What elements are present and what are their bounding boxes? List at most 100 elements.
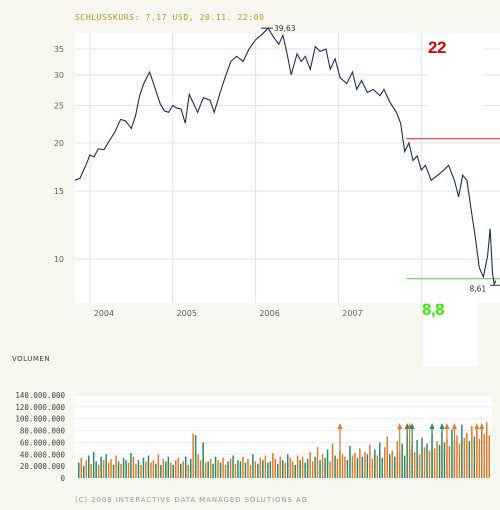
volume-bar (92, 451, 95, 478)
peak-label: 39,63 (274, 24, 296, 33)
volume-bar (242, 456, 244, 478)
volume-bar (301, 456, 304, 478)
volume-bar (483, 434, 485, 478)
volume-bar (145, 461, 147, 478)
volume-bar (135, 463, 137, 478)
volume-bar (88, 455, 90, 478)
volume-bar (170, 462, 172, 478)
volume-bar (282, 460, 284, 478)
volume-bar (361, 456, 364, 478)
volume-bar (232, 455, 234, 478)
volume-bar (426, 443, 428, 478)
y-tick-label: 10 (54, 255, 64, 264)
volume-bar (292, 461, 294, 478)
volume-bar (423, 447, 426, 478)
volume-bar (396, 441, 398, 478)
volume-bar (237, 460, 239, 478)
volume-bar (334, 455, 336, 478)
volume-bar (359, 448, 361, 478)
volume-bar (319, 460, 321, 478)
volume-bar (85, 460, 87, 478)
volume-bar (389, 454, 391, 478)
volume-bar (182, 461, 184, 478)
volume-bar (187, 465, 189, 478)
x-tick-label: 2005 (177, 309, 197, 318)
price-line (74, 27, 497, 287)
volume-bar (264, 455, 267, 478)
volume-bar (376, 455, 379, 478)
lower-annotation-box (423, 296, 478, 366)
overflow-arrow-icon (429, 423, 435, 429)
volume-bar (227, 461, 229, 478)
volume-bar (247, 459, 249, 478)
volume-bar (197, 454, 199, 478)
x-tick-label: 2006 (259, 309, 279, 318)
volume-bar (172, 465, 174, 478)
volume-bar (115, 455, 117, 478)
volume-bar (120, 463, 122, 478)
volume-bar (212, 463, 214, 478)
volume-bar (379, 442, 381, 478)
volume-tick-label: 0 (60, 474, 65, 483)
y-tick-label: 30 (54, 71, 64, 80)
volume-bar (272, 453, 274, 478)
volume-bar (204, 462, 207, 478)
volume-bar (185, 456, 187, 478)
volume-bar (374, 449, 376, 478)
volume-bar (329, 461, 331, 478)
volume-bar (458, 443, 461, 478)
volume-bar (336, 459, 339, 478)
volume-bar (137, 460, 140, 478)
y-tick-label: 25 (54, 101, 64, 110)
volume-bar (413, 451, 416, 478)
volume-bar (448, 446, 451, 478)
volume-bar (461, 424, 463, 478)
volume-bar (262, 460, 264, 478)
volume-bar (381, 457, 383, 478)
volume-bar (436, 441, 438, 478)
volume-bar (403, 455, 406, 478)
volume-bar (194, 435, 197, 478)
volume-bar (155, 463, 157, 478)
volume-bar (112, 465, 115, 478)
overflow-arrow-icon (479, 423, 485, 429)
volume-panel-label: VOLUMEN (12, 355, 51, 363)
volume-bar (83, 466, 85, 478)
volume-bar (80, 457, 82, 478)
volume-bar (117, 461, 120, 478)
volume-bar (394, 456, 396, 478)
overflow-arrow-icon (337, 423, 343, 429)
volume-bar (356, 457, 359, 478)
volume-bar (165, 461, 167, 478)
volume-bar (466, 432, 468, 478)
volume-bar (309, 451, 311, 478)
volume-bar (369, 444, 371, 478)
y-tick-label: 35 (54, 45, 64, 54)
chart-title: SCHLUSSKURS: 7,17 USD, 20.11. 22:00 (75, 13, 265, 22)
volume-bar (107, 462, 110, 478)
volume-bar (344, 456, 346, 478)
volume-bar (391, 450, 393, 478)
volume-bar (346, 460, 349, 478)
volume-bar (239, 461, 242, 478)
volume-bar (100, 456, 102, 478)
volume-bar (190, 459, 192, 478)
volume-bar (471, 425, 473, 478)
volume-bar (331, 443, 334, 478)
volume-bar (324, 457, 326, 478)
volume-bar (341, 454, 344, 478)
volume-bar (311, 461, 314, 478)
volume-bar (180, 463, 182, 478)
volume-tick-label: 80.000.000 (20, 427, 66, 436)
volume-bar (224, 465, 227, 478)
volume-bar (95, 461, 97, 478)
volume-bar (468, 441, 471, 478)
volume-bar (269, 461, 272, 478)
volume-bar (254, 461, 257, 478)
volume-bar (294, 465, 296, 478)
overflow-arrow-icon (474, 423, 480, 429)
volume-bar (105, 454, 107, 478)
volume-tick-label: 100.000.000 (15, 415, 65, 424)
volume-bar (326, 449, 329, 478)
